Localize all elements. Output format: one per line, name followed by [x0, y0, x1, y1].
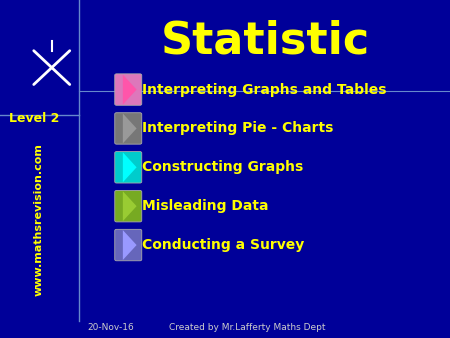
Text: Statistic: Statistic [161, 19, 370, 62]
Text: Interpreting Pie - Charts: Interpreting Pie - Charts [142, 121, 333, 136]
FancyBboxPatch shape [115, 113, 142, 144]
Text: Interpreting Graphs and Tables: Interpreting Graphs and Tables [142, 82, 386, 97]
FancyBboxPatch shape [115, 191, 142, 222]
FancyBboxPatch shape [115, 230, 142, 261]
Polygon shape [123, 114, 137, 143]
Text: Level 2: Level 2 [9, 112, 59, 125]
Text: Misleading Data: Misleading Data [142, 199, 268, 213]
Polygon shape [123, 191, 137, 221]
Text: www.mathsrevision.com: www.mathsrevision.com [33, 143, 43, 296]
Polygon shape [123, 152, 137, 182]
Text: Created by Mr.Lafferty Maths Dept: Created by Mr.Lafferty Maths Dept [169, 323, 326, 332]
Polygon shape [123, 75, 137, 104]
Text: Conducting a Survey: Conducting a Survey [142, 238, 304, 252]
FancyBboxPatch shape [115, 151, 142, 183]
FancyBboxPatch shape [115, 74, 142, 105]
Polygon shape [123, 230, 137, 260]
Text: Constructing Graphs: Constructing Graphs [142, 160, 303, 174]
Text: 20-Nov-16: 20-Nov-16 [88, 323, 135, 332]
